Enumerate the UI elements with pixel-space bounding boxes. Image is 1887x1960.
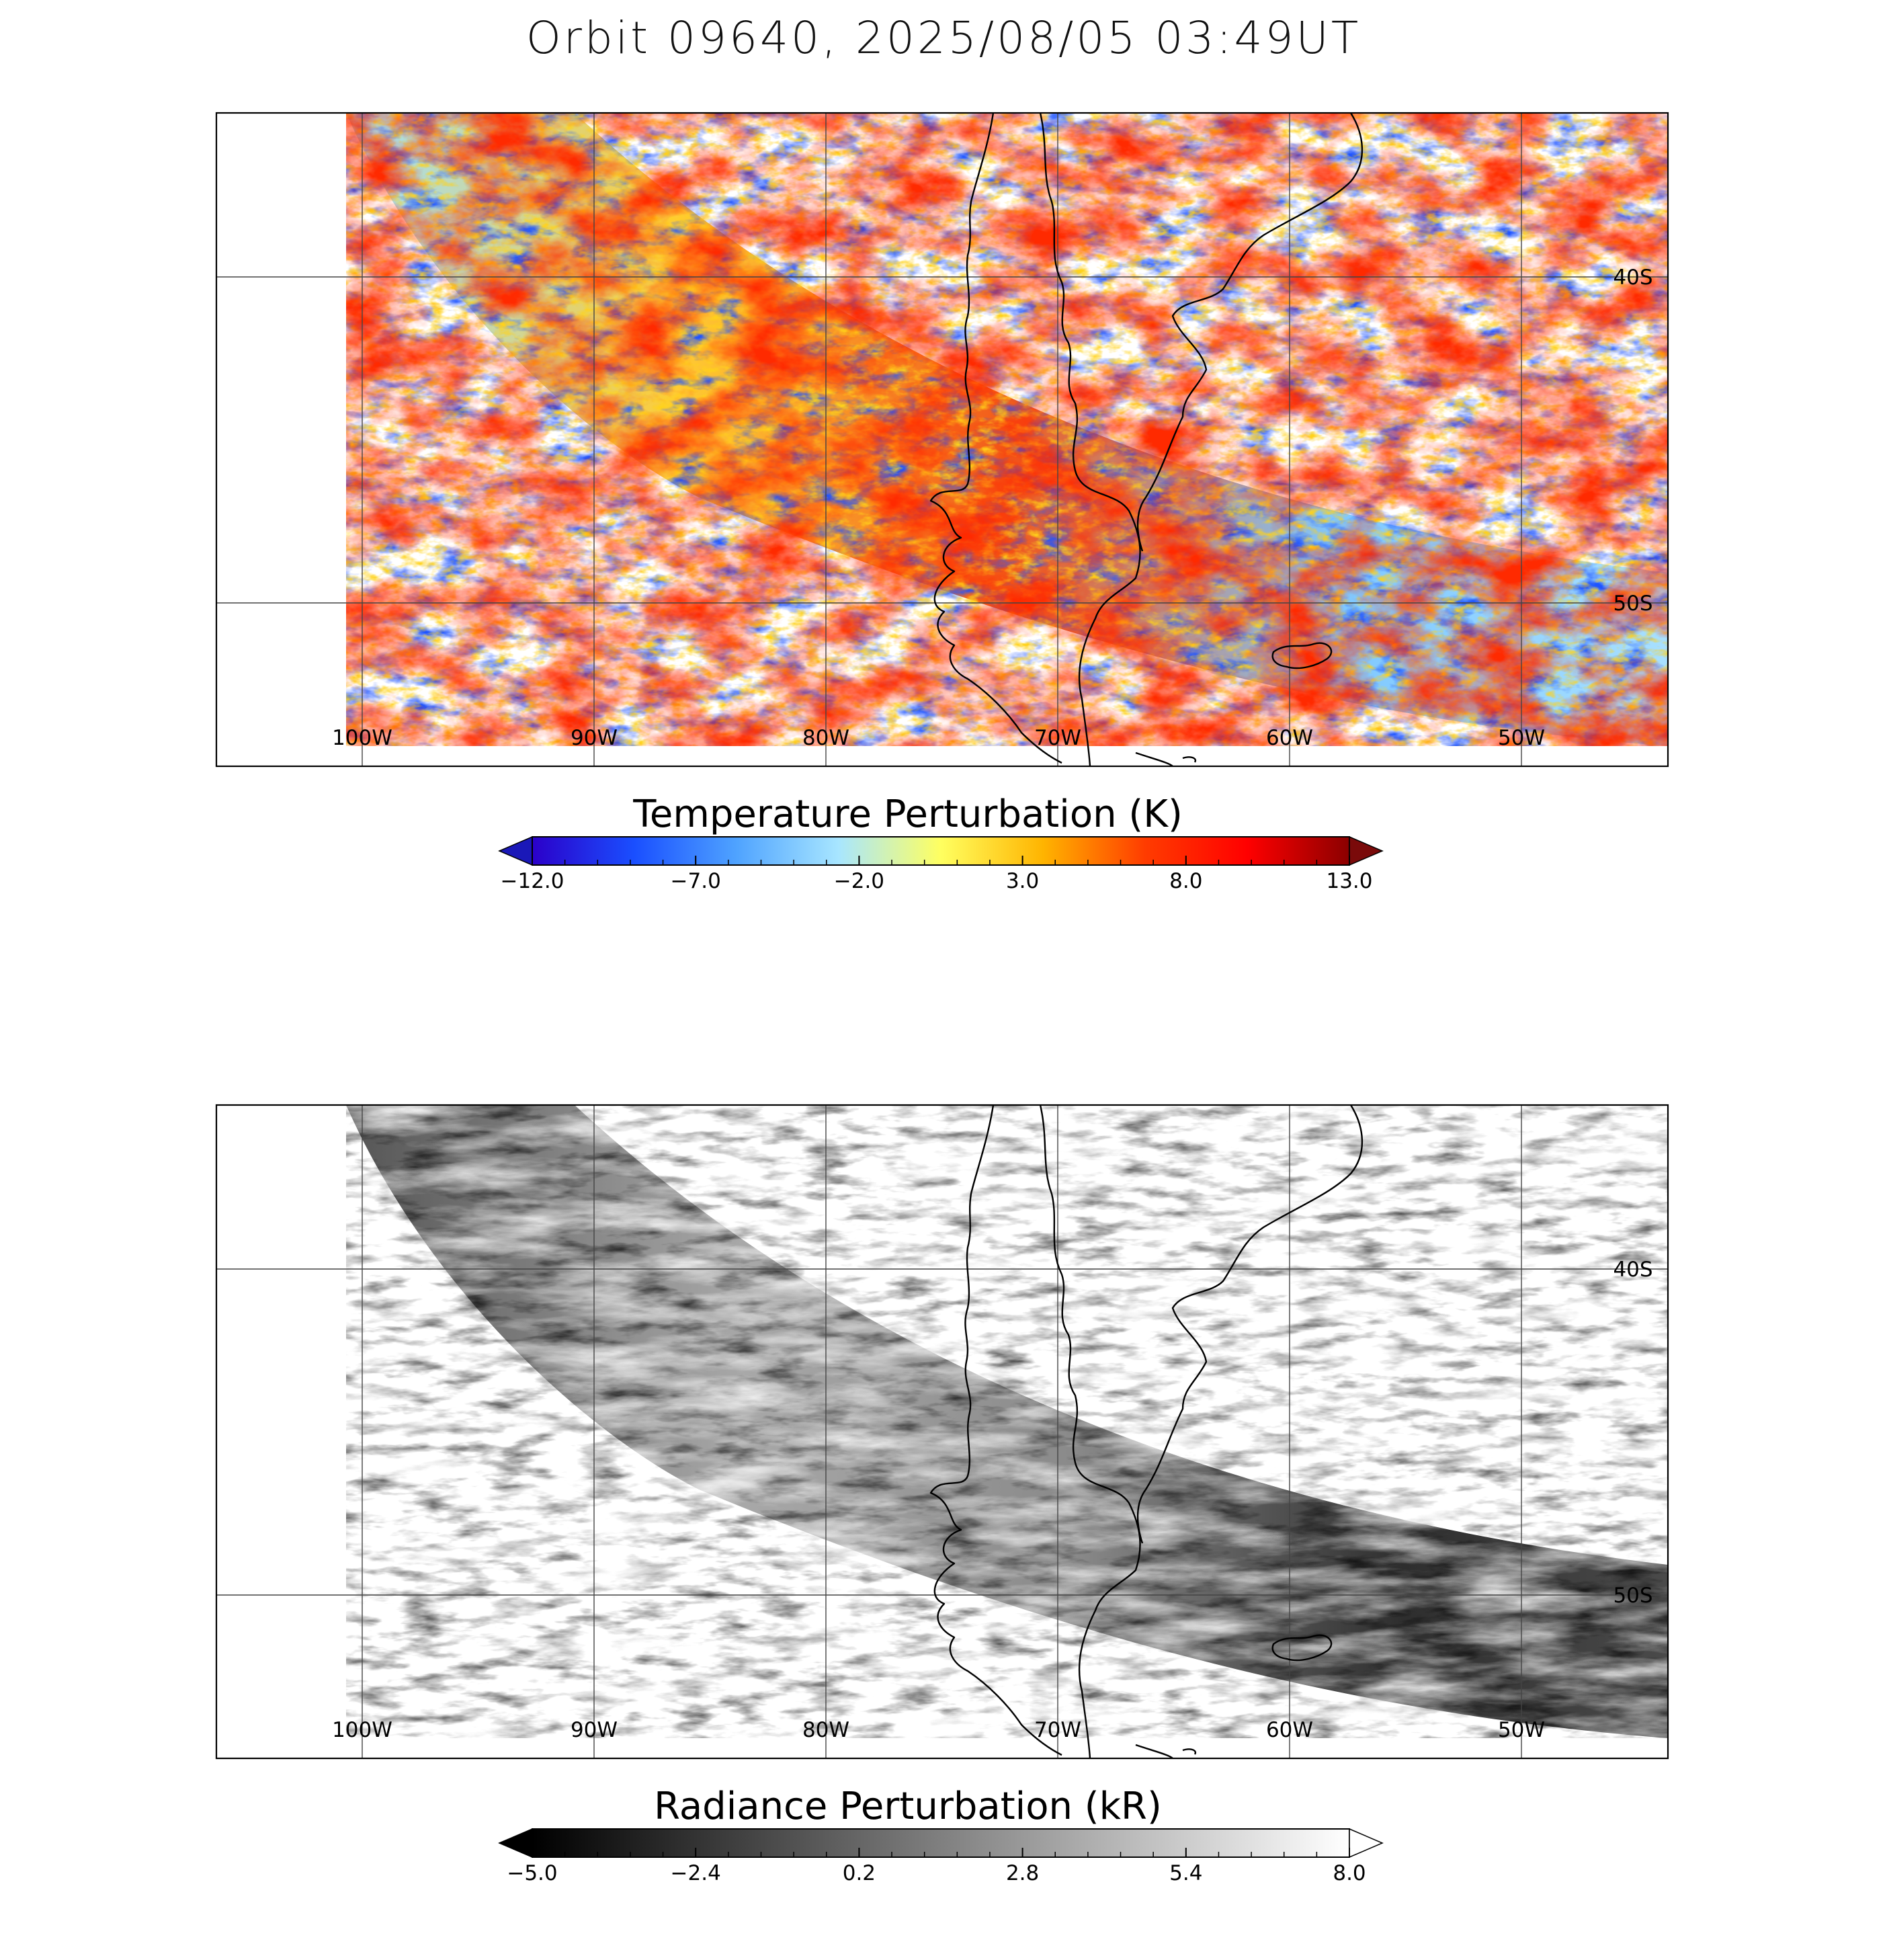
longitude-label: 80W: [802, 726, 849, 750]
radiance-swath: [346, 1105, 1668, 1738]
colorbar-tick-label: 8.0: [1333, 1861, 1366, 1885]
latitude-label: 50S: [1613, 1584, 1652, 1608]
coastline-south-america: [929, 113, 1364, 766]
temperature-map-frame: [215, 112, 1669, 768]
temperature-colorbar-gradient: [532, 836, 1350, 866]
longitude-label: 50W: [1498, 726, 1545, 750]
radiance-colorbar-title: Radiance Perturbation (kR): [654, 1785, 1162, 1828]
temperature-map-panel: 100W 90W 80W 70W 60W 50W 40S 50S: [215, 112, 1669, 768]
temperature-colorbar-ticks: −12.0 −7.0 −2.0 3.0 8.0 13.0: [501, 856, 1373, 893]
colorbar-tick-label: 5.4: [1169, 1861, 1202, 1885]
longitude-label: 100W: [332, 1718, 392, 1742]
colorbar-overflow-arrow: [1349, 835, 1384, 866]
radiance-colorbar: Radiance Perturbation (kR) −5.0 −2.4 0.2 2.…: [498, 1785, 1384, 1885]
colorbar-tick-label: −2.4: [671, 1861, 721, 1885]
temperature-swath: [346, 113, 1668, 746]
colorbar-overflow-arrow: [1349, 1828, 1384, 1859]
longitude-label: 60W: [1266, 1718, 1313, 1742]
colorbar-underflow-arrow: [498, 1828, 533, 1859]
colorbar-tick-label: 2.8: [1006, 1861, 1039, 1885]
colorbar-tick-label: 0.2: [843, 1861, 876, 1885]
latitude-label: 50S: [1613, 591, 1652, 616]
longitude-label: 70W: [1034, 1718, 1081, 1742]
colorbar-tick-label: −12.0: [501, 869, 564, 893]
latitude-label: 40S: [1613, 1258, 1652, 1282]
colorbar-tick-label: −5.0: [507, 1861, 557, 1885]
longitude-labels: 100W 90W 80W 70W 60W 50W: [332, 1718, 1545, 1742]
latitude-label: 40S: [1613, 266, 1652, 290]
colorbar-tick-label: −2.0: [834, 869, 884, 893]
radiance-map-panel: 100W 90W 80W 70W 60W 50W 40S 50S: [215, 1104, 1669, 1760]
figure-title: Orbit 09640, 2025/08/05 03:49UT: [526, 12, 1361, 64]
colorbar-tick-label: 3.0: [1006, 869, 1039, 893]
colorbar-tick-label: 13.0: [1326, 869, 1372, 893]
temperature-colorbar: Temperature Perturbation (K) −12.0 −7.0 −2…: [498, 792, 1384, 893]
graticule-lines: [216, 113, 1668, 766]
latitude-labels: 40S 50S: [1613, 1258, 1652, 1608]
colorbar-underflow-arrow: [498, 835, 533, 866]
longitude-label: 50W: [1498, 1718, 1545, 1742]
latitude-labels: 40S 50S: [1613, 266, 1652, 616]
longitude-label: 80W: [802, 1718, 849, 1742]
colorbar-tick-label: 8.0: [1169, 869, 1202, 893]
longitude-label: 70W: [1034, 726, 1081, 750]
longitude-label: 100W: [332, 726, 392, 750]
longitude-label: 90W: [571, 726, 618, 750]
radiance-colorbar-ticks: −5.0 −2.4 0.2 2.8 5.4 8.0: [507, 1848, 1366, 1885]
coastline-south-america: [929, 1105, 1364, 1758]
longitude-label: 90W: [571, 1718, 618, 1742]
longitude-labels: 100W 90W 80W 70W 60W 50W: [332, 726, 1545, 750]
radiance-map-frame: [215, 1104, 1669, 1760]
colorbar-tick-label: −7.0: [671, 869, 721, 893]
graticule-lines: [216, 1105, 1668, 1758]
radiance-colorbar-gradient: [532, 1828, 1350, 1858]
temperature-colorbar-title: Temperature Perturbation (K): [632, 792, 1183, 836]
longitude-label: 60W: [1266, 726, 1313, 750]
